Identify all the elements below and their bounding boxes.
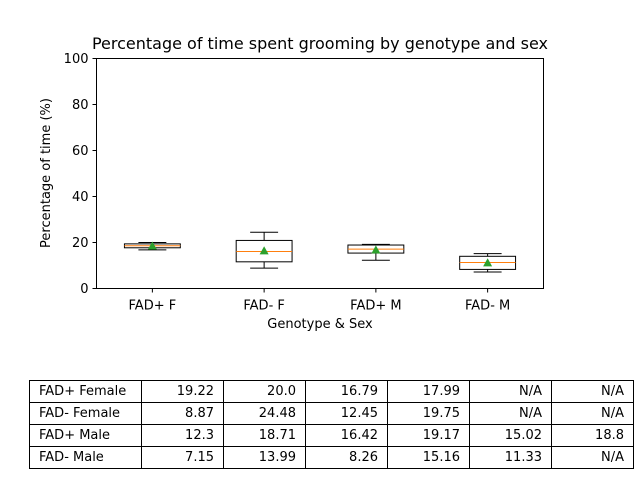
mean-marker: [371, 245, 381, 254]
y-axis: 0 20 40 60 80 100: [64, 52, 97, 297]
table-cell: 18.8: [551, 424, 634, 447]
table-cell: 19.22: [141, 380, 224, 403]
table-cell: 24.48: [223, 402, 306, 425]
table-cell: 12.45: [305, 402, 388, 425]
boxes-group: [123, 231, 517, 273]
table-cell: 18.71: [223, 424, 306, 447]
table-cell: 13.99: [223, 446, 306, 469]
x-axis-label: Genotype & Sex: [267, 317, 373, 332]
x-tick-label: FAD+ F: [129, 299, 177, 314]
table-row-label: FAD+ Male: [29, 424, 142, 447]
table-cell: N/A: [551, 446, 634, 469]
mean-marker: [259, 246, 269, 255]
table-cell: 19.75: [387, 402, 470, 425]
table-row-label: FAD+ Female: [29, 380, 142, 403]
table-cell: 20.0: [223, 380, 306, 403]
table-cell: 19.17: [387, 424, 470, 447]
table-cell: 11.33: [469, 446, 552, 469]
plot-area-frame: [96, 58, 544, 289]
y-tick-label: 40: [72, 190, 89, 205]
table-cell: 12.3: [141, 424, 224, 447]
table-cell: 17.99: [387, 380, 470, 403]
table-row-label: FAD- Male: [29, 446, 142, 469]
table-row: FAD+ Female 19.22 20.0 16.79 17.99 N/A N/A: [29, 380, 634, 403]
chart-title: Percentage of time spent grooming by gen…: [92, 34, 548, 53]
mean-marker: [147, 241, 157, 250]
table-cell: 15.16: [387, 446, 470, 469]
table-row: FAD- Female 8.87 24.48 12.45 19.75 N/A N/A: [29, 402, 634, 425]
y-tick-label: 80: [72, 98, 89, 113]
mean-marker: [483, 258, 493, 267]
table-cell: 8.87: [141, 402, 224, 425]
box-plot-chart: Percentage of time spent grooming by gen…: [39, 34, 548, 332]
data-table: FAD+ Female 19.22 20.0 16.79 17.99 N/A N/A FAD-…: [29, 380, 634, 469]
y-axis-label: Percentage of time (%): [39, 98, 54, 248]
table-row-label: FAD- Female: [29, 402, 142, 425]
table-row: FAD- Male 7.15 13.99 8.26 15.16 11.33 N/A: [29, 446, 634, 469]
table-cell: 16.79: [305, 380, 388, 403]
y-tick-label: 100: [64, 52, 89, 67]
x-axis: FAD+ F FAD- F FAD+ M FAD- M: [129, 288, 510, 314]
table-cell: N/A: [469, 380, 552, 403]
table-row: FAD+ Male 12.3 18.71 16.42 19.17 15.02 18.8: [29, 424, 634, 447]
y-tick-label: 60: [72, 144, 89, 159]
x-tick-label: FAD- F: [243, 299, 285, 314]
table-cell: 7.15: [141, 446, 224, 469]
y-tick-label: 20: [72, 236, 89, 251]
x-tick-label: FAD- M: [465, 299, 510, 314]
table-cell: 8.26: [305, 446, 388, 469]
table-cell: N/A: [469, 402, 552, 425]
table-cell: N/A: [551, 380, 634, 403]
table-cell: N/A: [551, 402, 634, 425]
table-cell: 16.42: [305, 424, 388, 447]
y-tick-label: 0: [80, 282, 88, 297]
table-cell: 15.02: [469, 424, 552, 447]
x-tick-label: FAD+ M: [350, 299, 401, 314]
